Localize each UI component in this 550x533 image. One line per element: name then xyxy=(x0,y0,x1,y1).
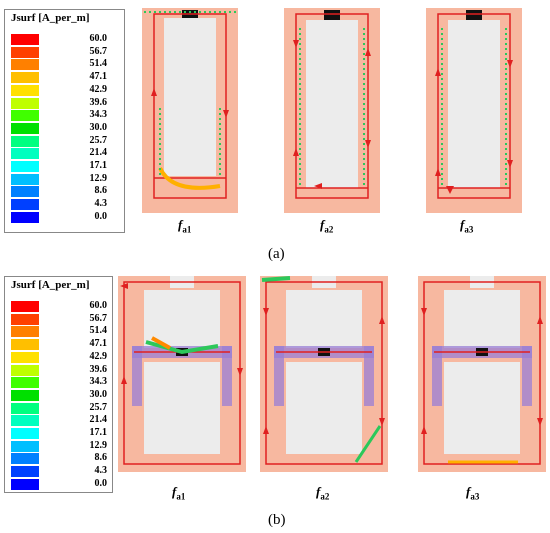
legend-swatch xyxy=(11,351,39,363)
legend-label: 17.1 xyxy=(89,427,108,438)
legend-label: 12.9 xyxy=(89,172,108,184)
caption-a2: fa2 xyxy=(320,217,334,235)
legend-label: 51.4 xyxy=(89,325,108,337)
legend-label: 17.1 xyxy=(89,160,108,171)
legend-swatch xyxy=(11,84,39,96)
panel-a3 xyxy=(426,8,522,213)
panel-a2 xyxy=(284,8,380,213)
legend-swatch xyxy=(11,428,39,439)
legend-swatch xyxy=(11,110,39,122)
legend-swatch xyxy=(11,466,39,478)
legend-swatch xyxy=(11,199,39,211)
legend-swatch xyxy=(11,135,39,147)
legend-swatch xyxy=(11,440,39,452)
legend-swatch xyxy=(11,415,39,427)
legend-label: 8.6 xyxy=(94,452,108,464)
legend-label: 56.7 xyxy=(89,312,108,324)
legend-label: 47.1 xyxy=(89,338,108,350)
legend-title: Jsurf [A_per_m] xyxy=(11,279,90,291)
legend-label: 34.3 xyxy=(89,109,108,121)
legend-swatch xyxy=(11,478,39,490)
legend-label: 60.0 xyxy=(89,300,108,311)
legend-swatch xyxy=(11,148,39,160)
panel-b3 xyxy=(418,276,546,472)
legend-b: Jsurf [A_per_m] 60.0 56.7 51.4 47.1 42.9 39.6… xyxy=(4,276,113,493)
legend-label: 25.7 xyxy=(89,134,108,146)
legend-swatch xyxy=(11,313,39,325)
legend-swatch xyxy=(11,377,39,389)
legend-swatch xyxy=(11,97,39,109)
legend-label: 39.6 xyxy=(89,96,108,108)
legend-label: 30.0 xyxy=(89,121,108,133)
panel-b1 xyxy=(118,276,246,472)
legend-swatch xyxy=(11,301,39,312)
legend-label: 30.0 xyxy=(89,388,108,400)
legend-label: 12.9 xyxy=(89,439,108,451)
legend-label: 42.9 xyxy=(89,350,108,362)
legend-label: 21.4 xyxy=(89,414,108,426)
legend-swatch xyxy=(11,364,39,376)
legend-label: 51.4 xyxy=(89,58,108,70)
caption-a3: fa3 xyxy=(460,217,474,235)
panel-b2 xyxy=(260,276,388,472)
legend-swatch xyxy=(11,211,39,223)
legend-label: 39.6 xyxy=(89,363,108,375)
legend-swatch xyxy=(11,122,39,134)
legend-label: 21.4 xyxy=(89,147,108,159)
legend-swatch xyxy=(11,59,39,71)
legend-label: 25.7 xyxy=(89,401,108,413)
legend-swatch xyxy=(11,453,39,465)
panel-a1 xyxy=(142,8,238,213)
legend-swatch xyxy=(11,402,39,414)
legend-swatch xyxy=(11,173,39,185)
legend-swatch xyxy=(11,72,39,84)
legend-label: 47.1 xyxy=(89,71,108,83)
legend-swatch xyxy=(11,326,39,338)
caption-b2: fa2 xyxy=(316,484,330,502)
legend-label: 4.3 xyxy=(94,198,108,210)
legend-label: 0.0 xyxy=(94,210,108,222)
legend-a: Jsurf [A_per_m] 60.0 56.7 51.4 47.1 42.9 39.6… xyxy=(4,9,125,233)
legend-swatch xyxy=(11,186,39,198)
legend-label: 34.3 xyxy=(89,376,108,388)
legend-label: 42.9 xyxy=(89,83,108,95)
legend-swatch xyxy=(11,339,39,351)
sublabel-a: (a) xyxy=(268,246,285,262)
caption-b1: fa1 xyxy=(172,484,186,502)
caption-a1: fa1 xyxy=(178,217,192,235)
legend-label: 8.6 xyxy=(94,185,108,197)
sublabel-b: (b) xyxy=(268,512,286,528)
legend-label: 0.0 xyxy=(94,477,108,489)
legend-swatch xyxy=(11,161,39,172)
caption-b3: fa3 xyxy=(466,484,480,502)
legend-label: 4.3 xyxy=(94,465,108,477)
legend-title: Jsurf [A_per_m] xyxy=(11,12,90,24)
legend-swatch xyxy=(11,46,39,58)
legend-swatch xyxy=(11,34,39,45)
legend-label: 60.0 xyxy=(89,33,108,44)
legend-label: 56.7 xyxy=(89,45,108,57)
legend-swatch xyxy=(11,389,39,401)
